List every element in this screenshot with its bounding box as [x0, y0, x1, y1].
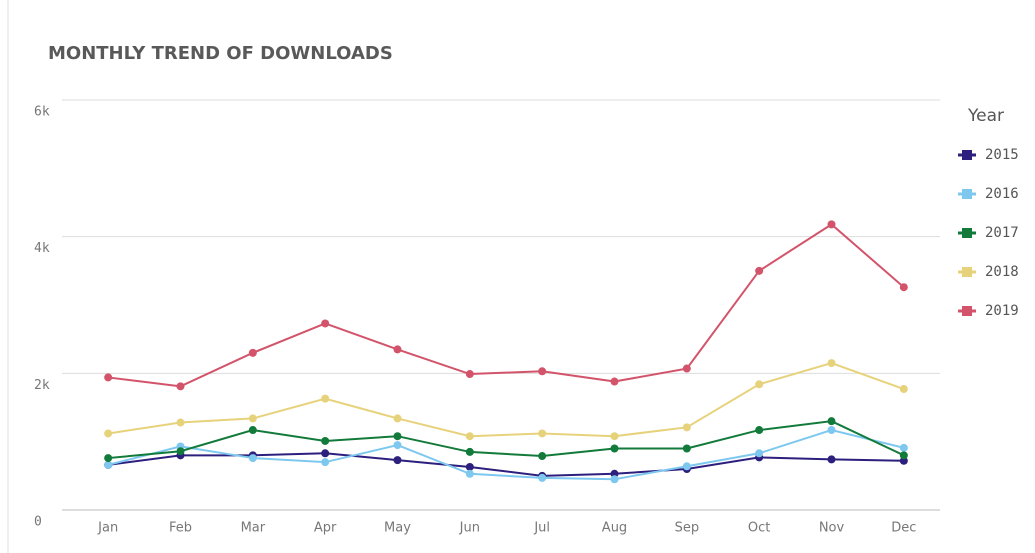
- legend-label: 2016: [985, 186, 1019, 202]
- data-point: [755, 266, 764, 275]
- x-tick-label: Aug: [602, 521, 627, 536]
- data-point: [682, 364, 691, 373]
- legend-label: 2018: [985, 264, 1019, 280]
- data-point: [393, 456, 402, 465]
- data-point: [827, 426, 836, 435]
- data-point: [321, 449, 330, 458]
- x-tick-label: Jun: [459, 521, 480, 536]
- data-point: [610, 377, 619, 386]
- data-point: [538, 452, 547, 461]
- legend-swatch: [962, 189, 972, 199]
- data-point: [176, 418, 185, 427]
- legend-swatch: [962, 150, 972, 160]
- data-point: [248, 348, 257, 357]
- data-point: [827, 359, 836, 368]
- series-line: [107, 429, 905, 481]
- y-tick-label: 4k: [34, 241, 50, 256]
- data-point: [899, 385, 908, 394]
- data-point: [899, 456, 908, 465]
- data-point: [899, 283, 908, 292]
- y-tick-label: 0: [34, 515, 42, 530]
- series-line: [108, 362, 905, 438]
- x-tick-label: Oct: [748, 521, 770, 536]
- data-point: [827, 417, 836, 426]
- series-line: [108, 452, 904, 477]
- x-tick-label: Jan: [97, 521, 118, 536]
- legend-label: 2017: [985, 225, 1019, 241]
- data-point: [610, 475, 619, 484]
- data-point: [321, 319, 330, 328]
- x-tick-label: Apr: [314, 521, 337, 536]
- data-point: [610, 469, 619, 478]
- series-line: [108, 223, 905, 388]
- x-tick-label: Dec: [891, 521, 916, 536]
- data-point: [176, 382, 185, 391]
- data-point: [682, 423, 691, 432]
- data-point: [755, 449, 764, 458]
- data-point: [321, 436, 330, 445]
- data-point: [538, 429, 547, 438]
- data-point: [682, 444, 691, 453]
- x-tick-label: Sep: [675, 521, 700, 536]
- legend-label: 2019: [985, 303, 1019, 319]
- data-point: [393, 414, 402, 423]
- data-point: [465, 370, 474, 379]
- series-line: [108, 420, 905, 460]
- x-tick-label: Nov: [819, 521, 845, 536]
- legend-label: 2015: [985, 147, 1019, 163]
- data-point: [827, 455, 836, 464]
- legend-swatch: [962, 267, 972, 277]
- data-point: [176, 447, 185, 456]
- data-point: [465, 462, 474, 471]
- data-point: [610, 444, 619, 453]
- data-point: [104, 460, 113, 469]
- data-point: [248, 426, 257, 435]
- x-tick-label: Mar: [241, 521, 266, 536]
- y-tick-label: 6k: [34, 105, 50, 120]
- data-point: [393, 345, 402, 354]
- legend-title: Year: [967, 106, 1004, 126]
- data-point: [827, 220, 836, 229]
- data-point: [899, 443, 908, 452]
- data-point: [321, 394, 330, 403]
- x-tick-label: May: [384, 521, 411, 536]
- legend-swatch: [962, 306, 972, 316]
- data-point: [755, 426, 764, 435]
- data-point: [610, 432, 619, 441]
- y-tick-label: 2k: [34, 378, 50, 393]
- data-point: [465, 432, 474, 441]
- data-point: [321, 458, 330, 467]
- data-point: [755, 380, 764, 389]
- data-point: [104, 454, 113, 463]
- data-point: [248, 454, 257, 463]
- data-point: [465, 469, 474, 478]
- data-point: [393, 441, 402, 450]
- data-point: [899, 451, 908, 460]
- data-point: [465, 447, 474, 456]
- legend-swatch: [962, 228, 972, 238]
- data-point: [248, 414, 257, 423]
- x-tick-label: Jul: [533, 521, 550, 536]
- x-tick-label: Feb: [169, 521, 192, 536]
- data-point: [104, 373, 113, 382]
- data-point: [682, 462, 691, 471]
- data-point: [104, 429, 113, 438]
- data-point: [538, 367, 547, 376]
- data-point: [393, 432, 402, 441]
- data-point: [538, 473, 547, 482]
- chart-title: MONTHLY TREND OF DOWNLOADS: [48, 43, 393, 64]
